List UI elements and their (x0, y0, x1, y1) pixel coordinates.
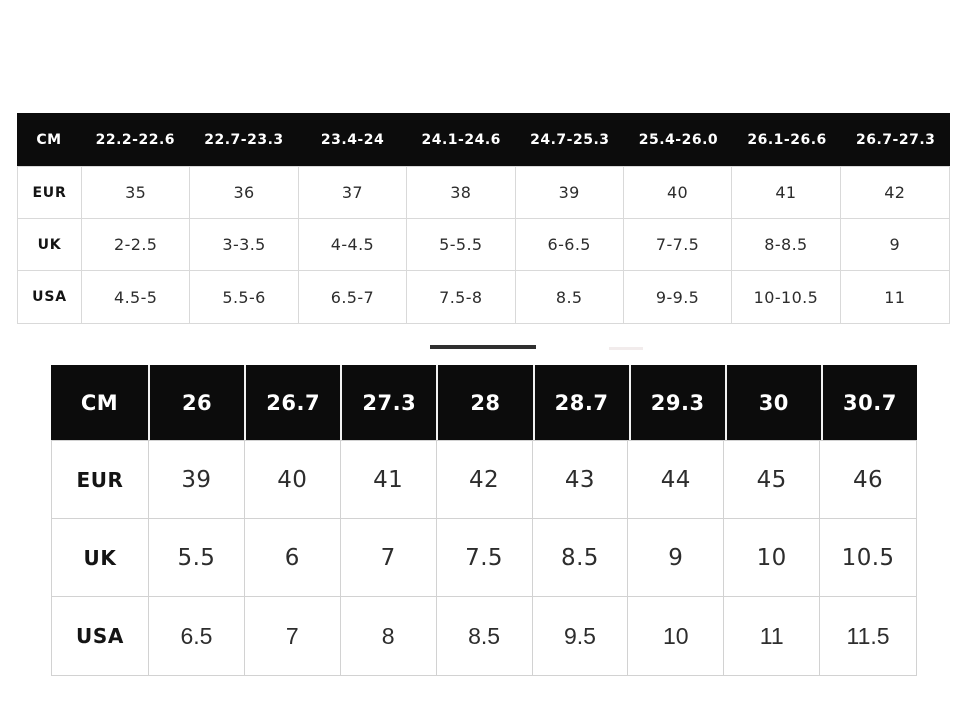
header-cell: 30 (724, 365, 821, 440)
size-cell: 2-2.5 (82, 219, 191, 271)
size-cell: 42 (436, 441, 533, 519)
header-cell: 24.7-25.3 (530, 131, 610, 148)
header-cell: 29.3 (628, 365, 725, 440)
header-cell: 30.7 (820, 365, 917, 440)
size-cell: 3-3.5 (190, 219, 299, 271)
header-cell: 26.7-27.3 (855, 131, 936, 148)
size-cell: 36 (190, 167, 299, 219)
size-table-small-body: EUR 35 36 37 38 39 40 41 42 UK 2-2.5 3-3… (17, 166, 950, 324)
carousel-dash-active (430, 345, 536, 349)
header-cell: 26.7 (244, 365, 340, 440)
size-table-small-header-row: CM 22.2-22.6 22.7-23.3 23.4-24 24.1-24.6… (17, 113, 950, 166)
size-cell: 44 (628, 441, 725, 519)
header-cell: 25.4-26.0 (638, 131, 719, 148)
header-cell: 22.7-23.3 (204, 131, 284, 148)
size-cell: 10-10.5 (732, 271, 841, 323)
size-table-large: CM 26 26.7 27.3 28 28.7 29.3 30 30.7 EUR… (51, 365, 917, 676)
size-cell: 5.5-6 (190, 271, 299, 323)
size-cell: 37 (298, 167, 408, 219)
size-cell: 7 (245, 597, 341, 675)
size-cell: 10.5 (820, 519, 916, 597)
size-cell: 6.5 (149, 597, 245, 675)
size-cell: 40 (623, 167, 733, 219)
row-label-uk: UK (18, 219, 82, 271)
header-cell: 26.1-26.6 (747, 131, 827, 148)
row-label-eur: EUR (52, 441, 149, 519)
size-cell: 11 (884, 287, 906, 307)
header-cell: 24.1-24.6 (421, 131, 501, 148)
row-label-usa: USA (18, 271, 82, 323)
size-cell: 9 (628, 519, 725, 597)
size-table-small: CM 22.2-22.6 22.7-23.3 23.4-24 24.1-24.6… (17, 113, 950, 324)
size-cell: 9-9.5 (624, 271, 733, 323)
size-cell: 40 (244, 441, 341, 519)
size-table-large-header-row: CM 26 26.7 27.3 28 28.7 29.3 30 30.7 (51, 365, 917, 440)
size-cell: 45 (724, 441, 821, 519)
size-cell: 5.5 (149, 519, 245, 597)
size-cell: 10 (628, 597, 725, 675)
header-cell: 27.3 (340, 365, 436, 440)
size-table-large-body: EUR 39 40 41 42 43 44 45 46 UK 5.5 6 7 7… (51, 440, 917, 676)
size-cell: 4-4.5 (298, 219, 408, 271)
size-cell: 41 (732, 167, 841, 219)
size-cell: 6-6.5 (515, 219, 624, 271)
size-cell: 8.5 (437, 597, 533, 675)
header-cell: 26 (148, 365, 244, 440)
size-cell: 4.5-5 (82, 271, 191, 323)
header-cell: 28 (436, 365, 532, 440)
size-cell: 7 (340, 519, 437, 597)
size-cell: 43 (532, 441, 629, 519)
carousel-dash-inactive (609, 347, 643, 350)
size-cell: 6 (244, 519, 341, 597)
size-cell: 8-8.5 (732, 219, 841, 271)
size-cell: 39 (149, 441, 245, 519)
size-cell: 7.5 (436, 519, 533, 597)
size-cell: 8.5 (516, 271, 624, 323)
header-cell-cm: CM (80, 390, 119, 415)
size-cell: 39 (515, 167, 624, 219)
header-cell: 22.2-22.6 (95, 131, 176, 148)
size-cell: 38 (407, 167, 516, 219)
size-cell: 8 (341, 597, 437, 675)
row-label-uk: UK (52, 519, 149, 597)
size-cell: 46 (820, 441, 916, 519)
size-cell: 42 (840, 167, 949, 219)
size-cell: 8.5 (532, 519, 629, 597)
size-cell: 35 (82, 167, 191, 219)
size-cell: 6.5-7 (299, 271, 408, 323)
header-cell: 28.7 (532, 365, 629, 440)
row-label-usa: USA (52, 597, 149, 675)
size-cell: 9.5 (533, 597, 629, 675)
size-cell: 7.5-8 (407, 271, 516, 323)
size-cell: 41 (340, 441, 437, 519)
size-cell: 10 (724, 519, 821, 597)
size-cell: 11.5 (846, 622, 890, 649)
row-label-eur: EUR (18, 167, 82, 219)
size-cell: 7-7.5 (623, 219, 733, 271)
size-cell: 11 (724, 597, 821, 675)
size-cell: 5-5.5 (407, 219, 516, 271)
header-cell-cm: CM (36, 131, 62, 148)
size-cell: 9 (840, 219, 949, 271)
header-cell: 23.4-24 (320, 131, 385, 148)
